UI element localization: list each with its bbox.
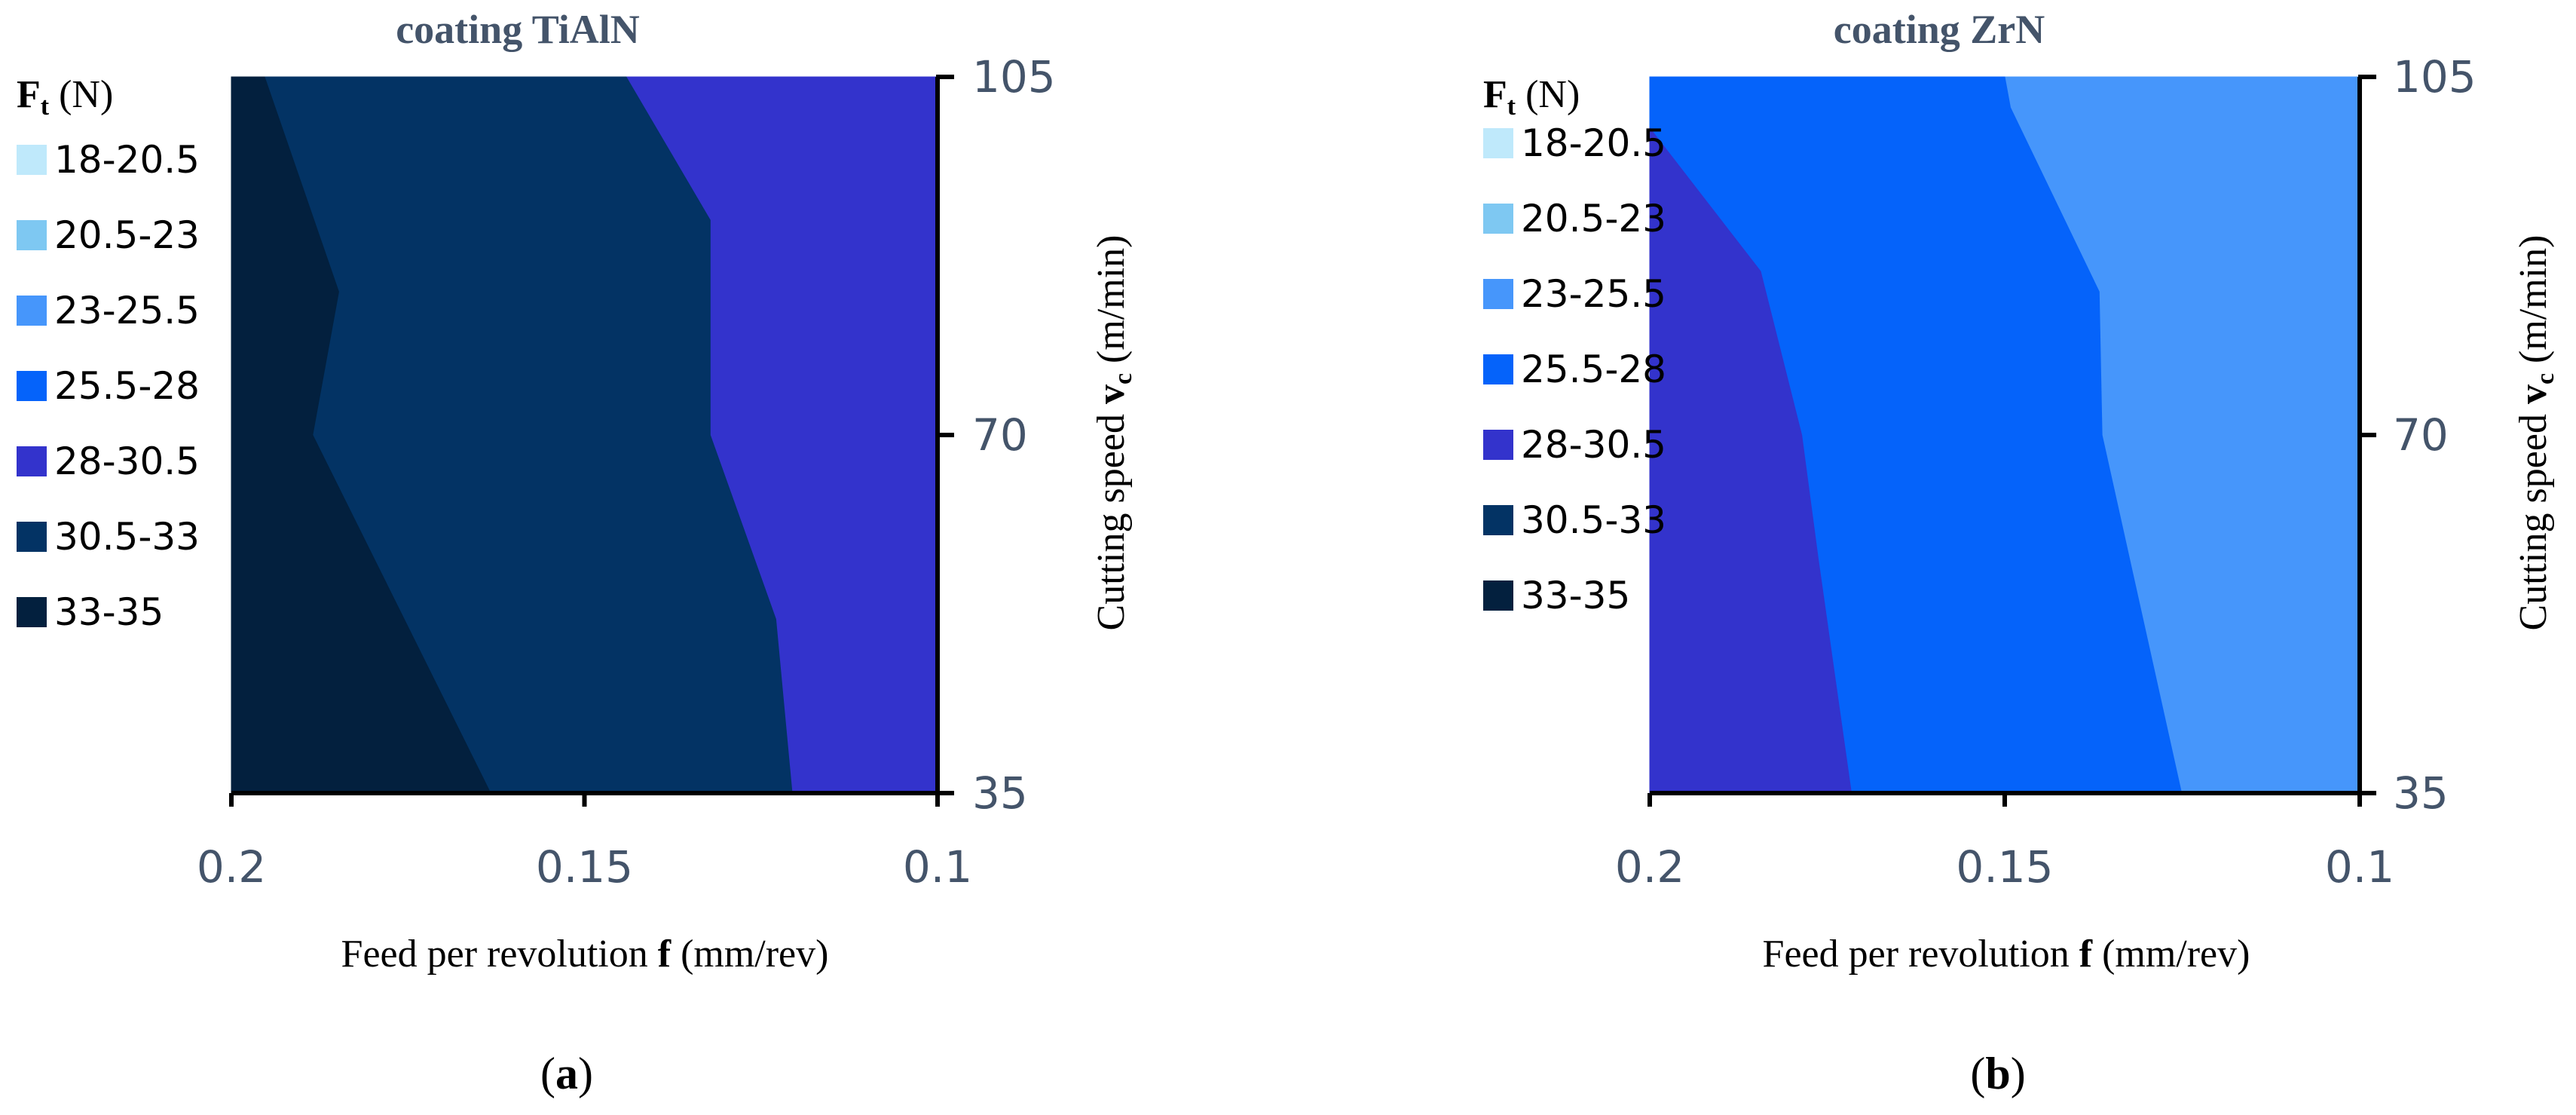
x-ticks: 0.2 0.15 0.1 bbox=[1615, 793, 2394, 893]
legend-label-20.5-23: 20.5-23 bbox=[54, 213, 200, 257]
legend-items: 18-20.5 20.5-23 23-25.5 25.5-28 28-30.5 30.5-… bbox=[17, 138, 200, 634]
legend: Ft (N) 18-20.5 20.5-23 23-25.5 25.5-28 28-30… bbox=[17, 73, 200, 634]
legend-swatch-18-20.5 bbox=[1483, 128, 1513, 158]
axes: 0.2 0.15 0.1 35 70 105 bbox=[197, 51, 1056, 893]
y-tick-label: 70 bbox=[2393, 409, 2449, 461]
y-tick-label: 105 bbox=[2393, 51, 2477, 103]
legend-swatch-30.5-33 bbox=[1483, 505, 1513, 535]
panel-caption: (a) bbox=[540, 1049, 593, 1098]
contour-regions bbox=[1649, 76, 2360, 794]
legend-swatch-33-35 bbox=[17, 597, 47, 627]
legend-label-18-20.5: 18-20.5 bbox=[1521, 121, 1666, 165]
x-tick-label: 0.1 bbox=[903, 841, 972, 893]
panel-b: coating ZrN Ft (N) 18-20.5 20.5-23 23-25.5… bbox=[1483, 7, 2559, 1098]
y-tick-label: 35 bbox=[972, 767, 1028, 819]
legend-swatch-25.5-28 bbox=[17, 371, 47, 401]
legend-swatch-25.5-28 bbox=[1483, 354, 1513, 384]
x-tick-label: 0.1 bbox=[2325, 841, 2394, 893]
y-axis-label: Cutting speed vc (m/min) bbox=[1090, 235, 1137, 631]
axes: 0.2 0.15 0.1 35 70 105 bbox=[1615, 51, 2477, 893]
x-axis-label: Feed per revolution f (mm/rev) bbox=[341, 933, 829, 976]
legend-swatch-28-30.5 bbox=[17, 446, 47, 476]
legend-label-30.5-33: 30.5-33 bbox=[54, 515, 200, 559]
legend-swatch-23-25.5 bbox=[17, 296, 47, 326]
x-tick-label: 0.2 bbox=[197, 841, 266, 893]
legend-label-28-30.5: 28-30.5 bbox=[54, 440, 200, 483]
x-tick-label: 0.15 bbox=[1956, 841, 2053, 893]
x-ticks: 0.2 0.15 0.1 bbox=[197, 793, 972, 893]
panel-caption: (b) bbox=[1970, 1049, 2025, 1098]
y-axis-label: Cutting speed vc (m/min) bbox=[2512, 235, 2559, 631]
y-tick-label: 105 bbox=[972, 51, 1056, 103]
legend-label-28-30.5: 28-30.5 bbox=[1521, 423, 1666, 467]
legend-title: Ft (N) bbox=[1483, 73, 1580, 121]
legend-swatch-33-35 bbox=[1483, 580, 1513, 611]
legend-label-23-25.5: 23-25.5 bbox=[1521, 272, 1666, 316]
panel-a: coating TiAlN Ft (N) 18-20.5 20.5-23 23-25… bbox=[17, 7, 1137, 1098]
chart-title: coating TiAlN bbox=[396, 7, 640, 52]
chart-title: coating ZrN bbox=[1834, 7, 2045, 52]
legend-swatch-28-30.5 bbox=[1483, 430, 1513, 460]
legend-swatch-30.5-33 bbox=[17, 522, 47, 552]
contour-regions bbox=[231, 76, 938, 794]
legend-swatch-23-25.5 bbox=[1483, 279, 1513, 309]
legend-label-23-25.5: 23-25.5 bbox=[54, 289, 200, 332]
legend-label-18-20.5: 18-20.5 bbox=[54, 138, 200, 182]
y-tick-label: 70 bbox=[972, 409, 1028, 461]
y-ticks: 35 70 105 bbox=[2358, 51, 2477, 819]
x-tick-label: 0.2 bbox=[1615, 841, 1684, 893]
legend: Ft (N) 18-20.5 20.5-23 23-25.5 25.5-28 28-30… bbox=[1483, 73, 1666, 617]
legend-swatch-20.5-23 bbox=[17, 220, 47, 250]
legend-label-20.5-23: 20.5-23 bbox=[1521, 197, 1666, 240]
legend-swatch-18-20.5 bbox=[17, 145, 47, 175]
legend-title: Ft (N) bbox=[17, 73, 113, 121]
legend-label-25.5-28: 25.5-28 bbox=[54, 364, 200, 408]
legend-label-25.5-28: 25.5-28 bbox=[1521, 348, 1666, 391]
legend-label-33-35: 33-35 bbox=[1521, 574, 1630, 617]
y-ticks: 35 70 105 bbox=[936, 51, 1056, 819]
y-tick-label: 35 bbox=[2393, 767, 2449, 819]
legend-swatch-20.5-23 bbox=[1483, 204, 1513, 234]
legend-label-33-35: 33-35 bbox=[54, 590, 164, 634]
x-tick-label: 0.15 bbox=[536, 841, 633, 893]
x-axis-label: Feed per revolution f (mm/rev) bbox=[1763, 933, 2250, 976]
legend-label-30.5-33: 30.5-33 bbox=[1521, 498, 1666, 542]
legend-items: 18-20.5 20.5-23 23-25.5 25.5-28 28-30.5 30.5-… bbox=[1483, 121, 1666, 617]
